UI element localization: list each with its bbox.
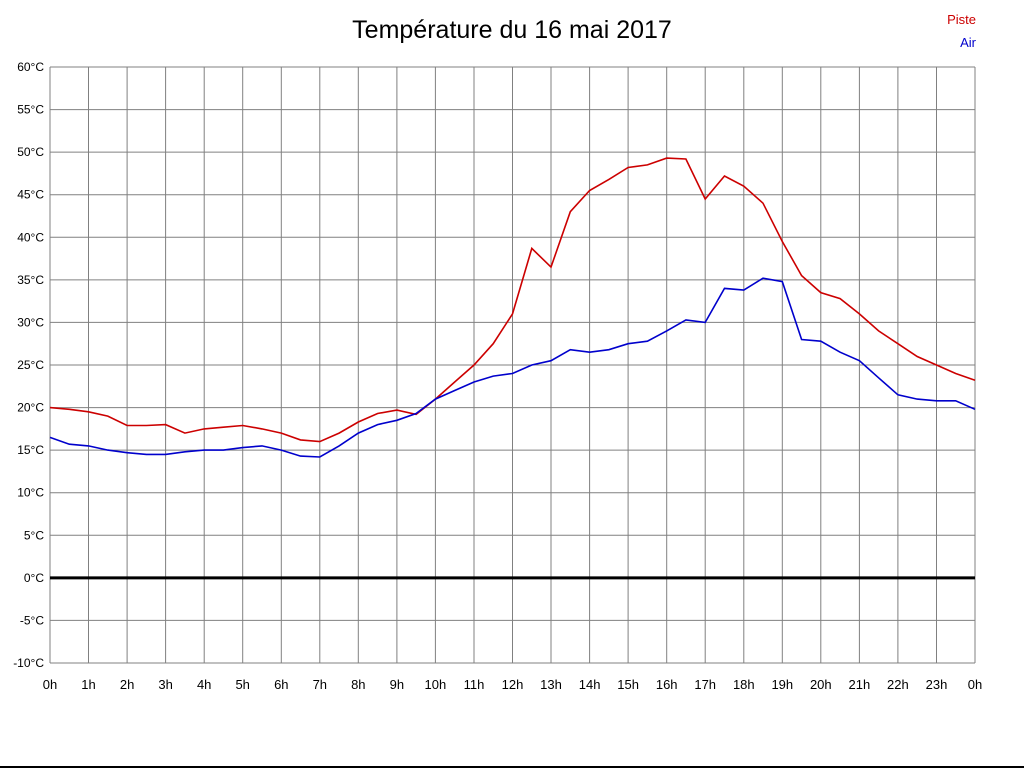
series-line-piste <box>49 157 976 443</box>
x-tick-label: 4h <box>197 677 211 692</box>
chart-title: Température du 16 mai 2017 <box>352 16 672 44</box>
y-tick-label: 20°C <box>17 401 44 415</box>
series-line-air <box>49 277 976 458</box>
x-tick-label: 12h <box>502 677 524 692</box>
x-tick-label: 6h <box>274 677 288 692</box>
y-tick-label: 0°C <box>24 571 44 585</box>
x-tick-label: 22h <box>887 677 909 692</box>
x-tick-label: 9h <box>390 677 404 692</box>
y-tick-label: 35°C <box>17 273 44 287</box>
y-tick-label: 60°C <box>17 60 44 74</box>
x-tick-label: 0h <box>968 677 982 692</box>
x-tick-label: 19h <box>771 677 793 692</box>
y-tick-label: 50°C <box>17 145 44 159</box>
legend: Piste Air <box>947 8 976 54</box>
x-tick-label: 11h <box>464 677 485 692</box>
x-tick-label: 23h <box>926 677 948 692</box>
x-tick-label: 15h <box>617 677 639 692</box>
y-tick-label: 55°C <box>17 103 44 117</box>
y-tick-label: 5°C <box>24 528 44 542</box>
x-tick-label: 13h <box>540 677 562 692</box>
x-tick-label: 8h <box>351 677 365 692</box>
y-tick-label: -5°C <box>20 613 44 627</box>
legend-item-air: Air <box>960 35 976 50</box>
y-tick-label: 10°C <box>17 486 44 500</box>
x-tick-label: 17h <box>694 677 716 692</box>
x-tick-label: 5h <box>235 677 249 692</box>
y-tick-label: 45°C <box>17 188 44 202</box>
x-tick-label: 21h <box>849 677 871 692</box>
x-tick-label: 1h <box>81 677 95 692</box>
y-tick-label: 30°C <box>17 315 44 329</box>
legend-item-piste: Piste <box>947 12 976 27</box>
y-tick-label: -10°C <box>13 656 44 670</box>
x-tick-label: 16h <box>656 677 678 692</box>
x-tick-label: 10h <box>425 677 447 692</box>
y-tick-label: 25°C <box>17 358 44 372</box>
x-tick-label: 3h <box>158 677 172 692</box>
y-tick-label: 15°C <box>17 443 44 457</box>
x-tick-label: 2h <box>120 677 134 692</box>
y-tick-label: 40°C <box>17 230 44 244</box>
x-tick-label: 7h <box>313 677 327 692</box>
x-tick-label: 20h <box>810 677 832 692</box>
x-tick-label: 0h <box>43 677 57 692</box>
x-tick-label: 14h <box>579 677 601 692</box>
x-tick-label: 18h <box>733 677 755 692</box>
